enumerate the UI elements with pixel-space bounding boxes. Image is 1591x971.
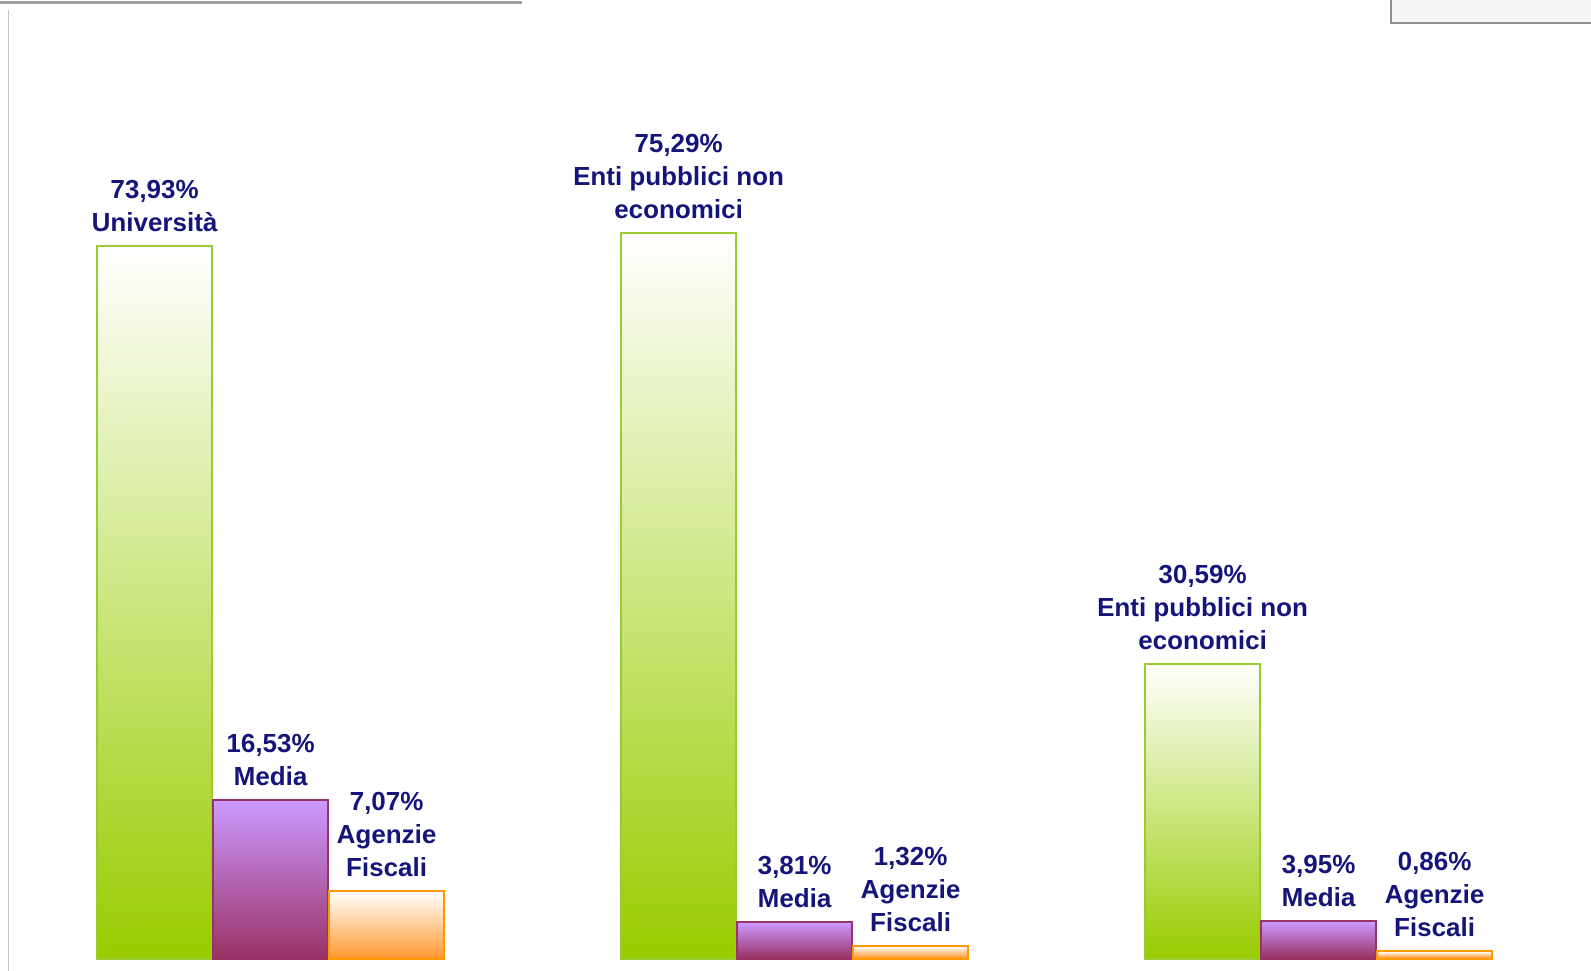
- bar-name: Agenzie Fiscali: [336, 818, 437, 882]
- bar-name: Media: [233, 760, 308, 791]
- left-rule: [8, 10, 9, 971]
- data-label: 3,81% Media: [730, 849, 860, 915]
- bar: [96, 245, 213, 960]
- bar-name: Media: [1281, 881, 1356, 912]
- data-label: 0,86% Agenzie Fiscali: [1370, 845, 1500, 944]
- value-label: 7,07%: [349, 785, 424, 816]
- bar-name: Enti pubblici non economici: [573, 161, 784, 225]
- data-label: 30,59% Enti pubblici non economici: [1078, 558, 1328, 657]
- data-label: 16,53% Media: [206, 727, 336, 793]
- bar: [620, 232, 737, 960]
- bar-name: Enti pubblici non economici: [1097, 592, 1308, 656]
- bar: [1144, 663, 1261, 960]
- bar-name: Media: [757, 883, 832, 914]
- value-label: 16,53%: [226, 727, 315, 758]
- value-label: 30,59%: [1158, 559, 1247, 590]
- data-label: 73,93% Università: [30, 173, 280, 239]
- value-label: 3,95%: [1281, 848, 1356, 879]
- bar: [1376, 949, 1493, 960]
- value-label: 3,81%: [757, 850, 832, 881]
- data-label: 75,29% Enti pubblici non economici: [554, 127, 804, 226]
- value-label: 0,86%: [1397, 845, 1472, 876]
- bar-name: Università: [91, 207, 218, 238]
- data-label: 3,95% Media: [1254, 848, 1384, 914]
- top-rule: [0, 1, 522, 4]
- value-label: 1,32%: [873, 841, 948, 872]
- value-label: 75,29%: [634, 128, 723, 159]
- data-label: 1,32% Agenzie Fiscali: [846, 840, 976, 939]
- bar: [328, 889, 445, 960]
- value-label: 73,93%: [110, 174, 199, 205]
- bar: [1260, 919, 1377, 960]
- bar: [212, 798, 329, 960]
- bar-name: Agenzie Fiscali: [1384, 878, 1485, 942]
- bar: [736, 921, 853, 960]
- bar-name: Agenzie Fiscali: [860, 874, 961, 938]
- bar: [852, 945, 969, 960]
- corner-box: [1390, 0, 1591, 24]
- data-label: 7,07% Agenzie Fiscali: [322, 785, 452, 884]
